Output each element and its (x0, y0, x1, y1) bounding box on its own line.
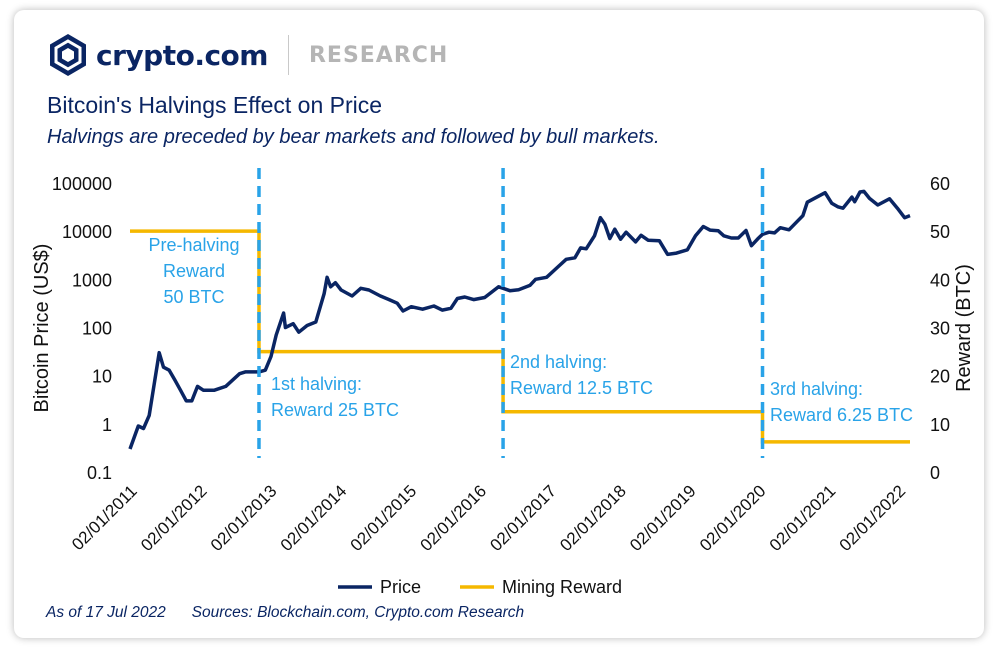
y-tick-label: 10000 (62, 222, 112, 242)
y2-tick-label: 20 (930, 367, 950, 387)
legend-reward-label: Mining Reward (502, 577, 622, 597)
halving-annotation-1: 1st halving: (271, 374, 362, 394)
pre-halving-annotation: 50 BTC (163, 287, 224, 307)
y-tick-label: 10 (92, 367, 112, 387)
crypto-com-logo-icon (50, 34, 86, 76)
brand-divider (287, 35, 289, 75)
y2-tick-label: 30 (930, 319, 950, 339)
halving-annotation-3: Reward 6.25 BTC (770, 405, 913, 425)
chart-subtitle: Halvings are preceded by bear markets an… (47, 126, 660, 148)
halving-annotation-2: Reward 12.5 BTC (510, 378, 653, 398)
x-tick-label: 02/01/2012 (137, 481, 211, 555)
pre-halving-annotation: Pre-halving (148, 235, 239, 255)
halving-annotation-2: 2nd halving: (510, 352, 607, 372)
y2-tick-label: 40 (930, 270, 950, 290)
price-line (128, 189, 911, 450)
halving-annotation-3: 3rd halving: (770, 379, 863, 399)
y2-tick-label: 10 (930, 415, 950, 435)
y-tick-label: 100000 (52, 174, 112, 194)
footer-notes: As of 17 Jul 2022 Sources: Blockchain.co… (46, 604, 524, 622)
x-tick-label: 02/01/2013 (207, 481, 281, 555)
brand-name: crypto.com (96, 38, 268, 72)
y-tick-label: 0.1 (87, 463, 112, 483)
x-tick-label: 02/01/2020 (696, 481, 770, 555)
pre-halving-annotation: Reward (163, 261, 225, 281)
legend-price-label: Price (380, 577, 421, 597)
chart-card (14, 10, 984, 638)
y2-tick-label: 60 (930, 174, 950, 194)
as-of-date: As of 17 Jul 2022 (46, 604, 166, 621)
y-tick-label: 100 (82, 319, 112, 339)
x-tick-label: 02/01/2016 (417, 481, 491, 555)
y-axis-label: Bitcoin Price (US$) (31, 244, 53, 413)
x-tick-label: 02/01/2014 (277, 481, 351, 555)
y-tick-label: 1000 (72, 270, 112, 290)
y2-axis-label: Reward (BTC) (953, 264, 975, 392)
y2-tick-label: 0 (930, 463, 940, 483)
mining-reward-line (130, 229, 910, 444)
brand-header: crypto.com RESEARCH (48, 32, 448, 78)
sources-note: Sources: Blockchain.com, Crypto.com Rese… (191, 604, 525, 621)
x-tick-label: 02/01/2019 (626, 481, 700, 555)
x-tick-label: 02/01/2017 (486, 481, 560, 555)
brand-section: RESEARCH (308, 42, 449, 68)
y2-tick-label: 50 (930, 222, 950, 242)
x-tick-label: 02/01/2015 (347, 481, 421, 555)
halving-annotation-1: Reward 25 BTC (271, 400, 399, 420)
x-tick-label: 02/01/2022 (836, 481, 910, 555)
chart-title: Bitcoin's Halvings Effect on Price (47, 92, 383, 118)
x-tick-label: 02/01/2021 (766, 481, 840, 555)
y-tick-label: 1 (102, 415, 112, 435)
x-tick-label: 02/01/2011 (68, 481, 141, 554)
x-tick-label: 02/01/2018 (556, 481, 630, 555)
